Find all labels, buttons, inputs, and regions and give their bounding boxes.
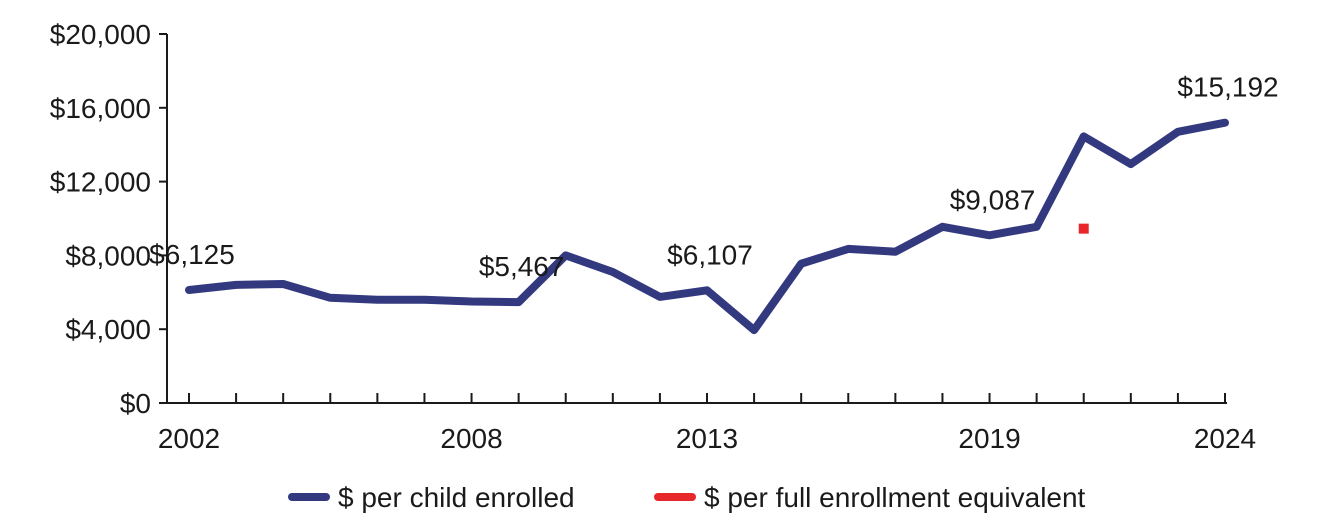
data-label: $5,467 [479, 251, 565, 282]
data-label: $6,107 [667, 239, 753, 270]
x-tick-label: 2019 [958, 423, 1020, 454]
y-tick-label: $8,000 [65, 240, 151, 271]
series-line-per-child [185, 118, 1229, 335]
legend-item-per-full-enrollment: $ per full enrollment equivalent [654, 482, 1086, 513]
x-axis: 2002 2008 2013 2019 2024 [158, 393, 1256, 454]
legend-label-per-child: $ per child enrolled [338, 482, 575, 513]
x-tick-label: 2002 [158, 423, 220, 454]
legend-item-per-child: $ per child enrolled [288, 482, 575, 513]
legend: $ per child enrolled $ per full enrollme… [288, 482, 1086, 513]
data-label: $6,125 [149, 239, 235, 270]
data-label: $9,087 [950, 184, 1036, 215]
y-tick-label: $0 [120, 388, 151, 419]
x-tick-label: 2024 [1194, 423, 1256, 454]
series-marker-per-full-enrollment [1078, 223, 1089, 234]
data-label: $15,192 [1177, 72, 1278, 103]
y-tick-label: $16,000 [50, 93, 151, 124]
x-tick-label: 2013 [676, 423, 738, 454]
y-axis: $0 $4,000 $8,000 $12,000 $16,000 $20,000 [50, 19, 168, 419]
data-labels: $6,125 $5,467 $6,107 $9,087 $15,192 [149, 72, 1278, 282]
series-layer [185, 118, 1229, 335]
x-tick-label: 2008 [440, 423, 502, 454]
legend-label-per-full-enrollment: $ per full enrollment equivalent [704, 482, 1086, 513]
y-tick-label: $4,000 [65, 314, 151, 345]
y-tick-label: $12,000 [50, 167, 151, 198]
y-tick-label: $20,000 [50, 19, 151, 50]
